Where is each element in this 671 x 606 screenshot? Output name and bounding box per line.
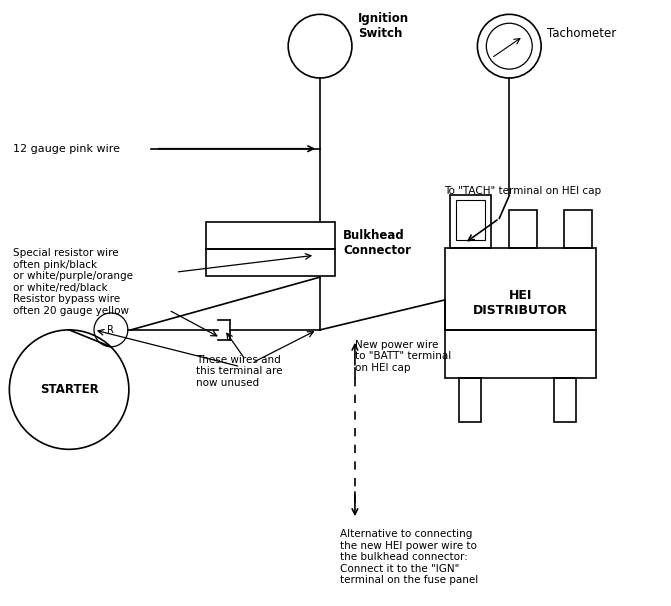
Text: STARTER: STARTER [40, 383, 99, 396]
Text: These wires and
this terminal are
now unused: These wires and this terminal are now un… [195, 355, 282, 388]
Text: Tachometer: Tachometer [547, 27, 617, 40]
Text: Special resistor wire
often pink/black
or white/purple/orange
or white/red/black: Special resistor wire often pink/black o… [13, 248, 134, 293]
Text: Ignition
Switch: Ignition Switch [358, 12, 409, 40]
Text: Bulkhead
Connector: Bulkhead Connector [343, 229, 411, 257]
Text: Resistor bypass wire
often 20 gauge yellow: Resistor bypass wire often 20 gauge yell… [13, 294, 130, 316]
Bar [456, 201, 485, 241]
Text: 12 gauge pink wire: 12 gauge pink wire [13, 144, 120, 154]
Bar [205, 222, 335, 249]
Text: New power wire
to "BATT" terminal
on HEI cap: New power wire to "BATT" terminal on HEI… [355, 340, 451, 373]
Bar [460, 378, 481, 422]
Bar [445, 248, 596, 378]
Bar [509, 210, 537, 248]
Text: Alternative to connecting
the new HEI power wire to
the bulkhead connector:
Conn: Alternative to connecting the new HEI po… [340, 529, 478, 585]
Text: HEI
DISTRIBUTOR: HEI DISTRIBUTOR [473, 288, 568, 316]
Bar [205, 249, 335, 276]
Text: To "TACH" terminal on HEI cap: To "TACH" terminal on HEI cap [445, 185, 602, 196]
Bar [450, 196, 491, 248]
Text: R: R [107, 325, 114, 335]
Bar [554, 378, 576, 422]
Bar [564, 210, 592, 248]
